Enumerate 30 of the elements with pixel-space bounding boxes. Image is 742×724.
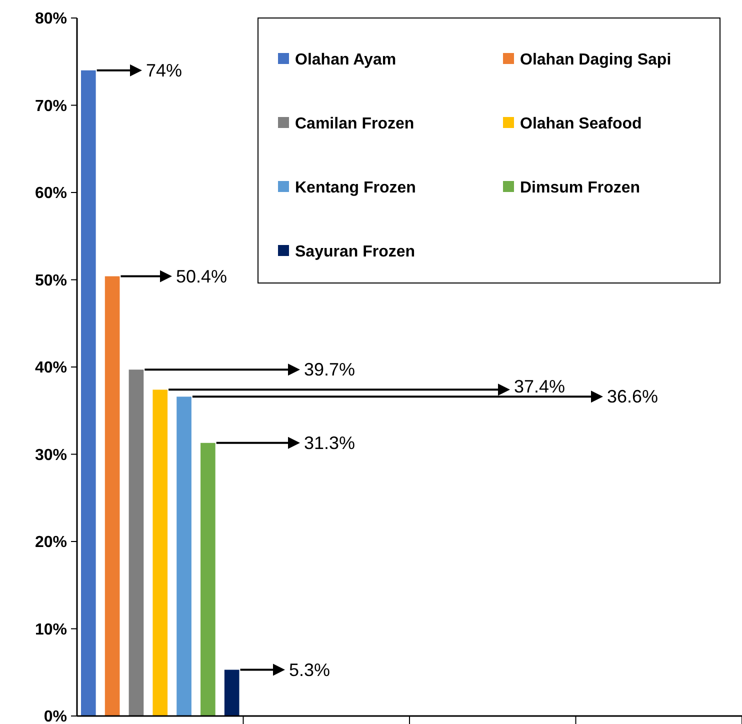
bar <box>128 370 144 716</box>
annotation: 50.4% <box>176 266 228 286</box>
annotation: 36.6% <box>607 386 658 407</box>
legend-label: Dimsum Frozen <box>520 180 640 197</box>
annotation: 37.4% <box>514 376 566 397</box>
bar <box>152 390 168 716</box>
legend-label: Olahan Seafood <box>520 116 642 133</box>
y-tick-label: 50% <box>34 272 67 290</box>
y-tick-label: 80% <box>34 10 67 28</box>
annotation: 31.3% <box>304 432 356 453</box>
y-tick-label: 10% <box>34 621 67 638</box>
bar <box>200 442 216 716</box>
annotation: 74% <box>146 60 182 80</box>
y-tick-label: 30% <box>34 446 67 464</box>
bar <box>176 396 192 716</box>
y-tick-label: 60% <box>34 185 67 202</box>
legend-label: Olahan Ayam <box>295 52 396 69</box>
y-tick-label: 70% <box>34 98 67 115</box>
legend-label: Kentang Frozen <box>295 180 416 197</box>
bar <box>81 70 96 716</box>
legend-label: Sayuran Frozen <box>295 244 416 261</box>
y-tick-label: 0% <box>44 708 67 724</box>
bar <box>104 276 120 716</box>
legend-label: Camilan Frozen <box>295 116 414 133</box>
annotation: 5.3% <box>289 660 330 680</box>
legend-label: Olahan Daging Sapi <box>520 52 672 69</box>
bar <box>224 670 240 716</box>
annotation: 39.7% <box>304 360 356 380</box>
y-tick-label: 40% <box>34 360 67 377</box>
y-tick-label: 20% <box>34 534 67 552</box>
